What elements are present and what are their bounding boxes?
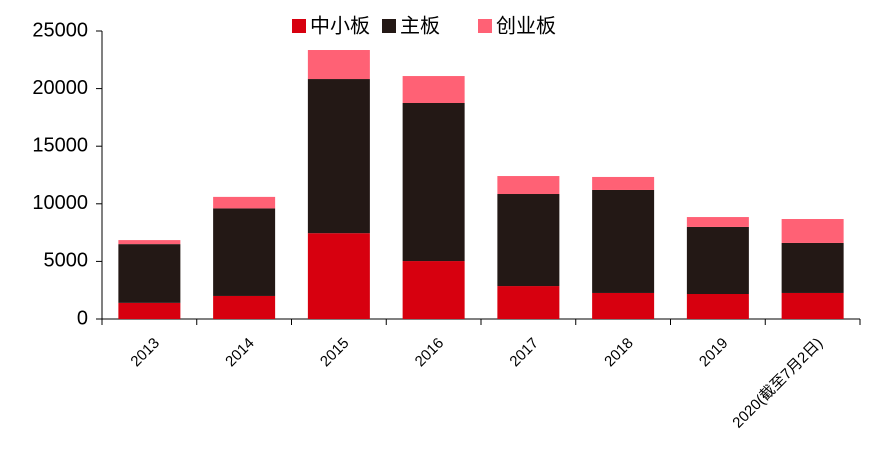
bar-segment [497,176,560,195]
y-tick-label: 5000 [44,250,89,272]
y-tick-label: 25000 [32,19,88,41]
y-tick-label: 15000 [32,134,88,156]
x-tick-label: 2014 [222,335,258,371]
x-tick-label: 2013 [127,335,163,371]
legend-label: 主板 [400,14,440,37]
bar-segment [686,217,749,227]
bar-segment [213,208,276,296]
bar-segment [592,189,655,293]
bar-segment [497,286,560,319]
y-tick-label: 10000 [32,192,88,214]
bar-segment [402,261,465,319]
y-tick-label: 20000 [32,77,88,99]
bar-segment [307,233,370,319]
bar-segment [497,194,560,287]
bar-segment [402,103,465,262]
bar-segment [781,242,844,293]
x-tick-label: 2020(截至7月2日) [729,335,826,432]
legend-swatch [382,19,396,33]
bar-segment [686,294,749,319]
y-tick-label: 0 [77,307,88,329]
bar-segment [781,292,844,319]
legend-swatch [478,19,492,33]
bar-segment [118,302,181,319]
x-tick-label: 2015 [317,335,353,371]
bar-segment [592,292,655,319]
bar-segment [118,244,181,303]
bar-segment [307,79,370,234]
x-tick-label: 2016 [412,335,448,371]
legend-swatch [292,19,306,33]
x-tick-label: 2018 [601,335,637,371]
bar-segment [213,196,276,209]
legend-label: 中小板 [310,14,370,37]
bar-segment [307,50,370,80]
x-tick-label: 2017 [506,335,542,371]
bar-segment [781,219,844,243]
x-tick-label: 2019 [696,335,732,371]
bar-segment [592,176,655,190]
bar-segment [402,76,465,103]
legend-label: 创业板 [496,14,556,37]
bar-segment [686,226,749,295]
bar-segment [213,295,276,319]
bar-segment [118,240,181,245]
